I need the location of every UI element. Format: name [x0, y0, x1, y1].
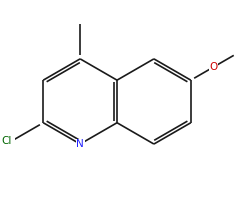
- Text: O: O: [209, 62, 217, 72]
- Text: N: N: [76, 139, 84, 149]
- Text: Cl: Cl: [1, 136, 12, 146]
